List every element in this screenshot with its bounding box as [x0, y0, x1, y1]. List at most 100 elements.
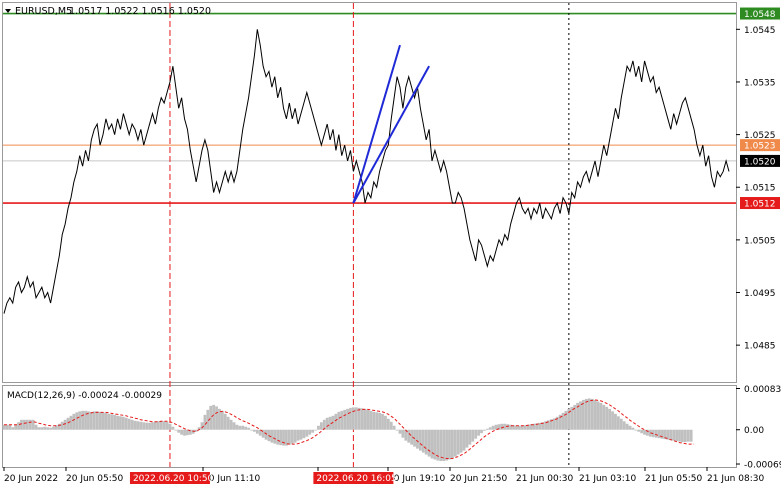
- macd-bar: [663, 429, 667, 440]
- macd-bar: [681, 429, 684, 443]
- macd-bar: [334, 413, 338, 430]
- macd-bar: [520, 425, 524, 430]
- macd-bar: [616, 416, 620, 430]
- macd-bar: [686, 429, 690, 442]
- macd-bar: [57, 423, 61, 430]
- macd-bar: [384, 415, 387, 430]
- macd-bar: [599, 402, 603, 430]
- level-price-tag: [740, 197, 780, 210]
- macd-bar: [113, 414, 117, 430]
- macd-bar: [541, 422, 545, 430]
- macd-bar: [471, 429, 475, 442]
- macd-bar: [407, 429, 411, 443]
- macd-bar: [11, 427, 15, 430]
- macd-bar: [308, 429, 312, 435]
- macd-bar: [232, 422, 236, 430]
- macd-bar: [558, 414, 562, 430]
- macd-bar: [430, 429, 434, 459]
- macd-bar: [20, 419, 23, 430]
- axis-labels: 1.0545 1.0535 1.0525 1.0515 1.0505 1.0495 1.04…: [4, 7, 781, 484]
- macd-bar: [104, 412, 108, 430]
- macd-bar: [209, 405, 213, 430]
- macd-bar: [174, 429, 178, 431]
- macd-bar: [165, 421, 169, 430]
- macd-bar: [465, 429, 469, 448]
- macd-bar: [657, 429, 661, 439]
- macd-bar: [625, 423, 629, 430]
- macd-bar: [287, 429, 291, 445]
- macd-bar: [212, 404, 216, 430]
- macd-bar: [290, 429, 294, 444]
- macd-tick-label: 0.00083: [744, 385, 781, 395]
- macd-bar: [509, 424, 513, 430]
- macd-bar: [151, 422, 154, 430]
- macd-bar: [206, 409, 210, 430]
- chart-menu-icon[interactable]: [5, 9, 11, 13]
- macd-bar: [538, 422, 542, 430]
- macd-bar: [678, 429, 681, 442]
- macd-bar: [337, 411, 341, 430]
- time-tick-label: 21 Jun 03:10: [579, 474, 636, 484]
- trend-line[interactable]: [352, 65, 430, 204]
- macd-bar: [634, 429, 638, 431]
- macd-bar: [619, 418, 623, 430]
- macd-bar: [139, 421, 143, 430]
- macd-bar: [255, 429, 259, 434]
- macd-bar: [582, 399, 585, 430]
- macd-bar: [43, 426, 47, 430]
- macd-bar: [404, 429, 408, 441]
- trend-lines: [352, 44, 430, 204]
- macd-bar: [567, 408, 571, 430]
- macd-bar: [119, 416, 122, 430]
- macd-bar: [363, 408, 367, 430]
- macd-bar: [314, 429, 317, 431]
- macd-bar: [282, 429, 285, 446]
- macd-bar: [421, 429, 425, 453]
- macd-bar: [188, 429, 192, 435]
- macd-bar: [121, 416, 125, 430]
- macd-bar: [646, 429, 649, 436]
- macd-bar: [235, 424, 239, 430]
- macd-bar: [689, 429, 693, 442]
- macd-bar: [92, 411, 96, 430]
- macd-panel-frame: [2, 385, 737, 468]
- macd-bar: [386, 418, 390, 430]
- macd-bar: [683, 429, 687, 443]
- macd-bar: [84, 410, 87, 430]
- macd-bar: [22, 419, 26, 430]
- macd-bar: [500, 423, 504, 430]
- macd-bar: [107, 413, 111, 430]
- macd-bar: [101, 412, 105, 430]
- macd-bar: [483, 429, 486, 431]
- trend-line[interactable]: [352, 44, 401, 204]
- macd-bar: [433, 429, 437, 460]
- macd-bar: [675, 429, 678, 442]
- macd-bar: [605, 406, 609, 430]
- price-tick-label: 1.0505: [744, 236, 776, 246]
- macd-bar: [576, 402, 579, 430]
- macd-bar: [52, 426, 55, 430]
- macd-bar: [424, 429, 428, 455]
- level-price-label: 1.0548: [744, 10, 776, 20]
- macd-bar: [145, 422, 149, 430]
- macd-bar: [523, 425, 527, 430]
- ohlc-label: 1.0517 1.0522 1.0516 1.0520: [69, 6, 211, 17]
- time-tick-label: 21 Jun 00:30: [516, 474, 573, 484]
- macd-bar: [549, 419, 553, 430]
- macd-bar: [215, 406, 218, 430]
- macd-bar: [218, 408, 221, 430]
- time-tick-label: 20 Jun 2022: [4, 474, 58, 484]
- macd-bar: [183, 429, 186, 436]
- macd-bar: [60, 421, 64, 430]
- macd-bar: [512, 425, 515, 430]
- event-marker-tag: [129, 472, 210, 484]
- macd-bar: [130, 419, 134, 430]
- macd-bar: [322, 419, 326, 430]
- time-tick-label: 20 Jun 21:50: [450, 474, 507, 484]
- level-price-label: 1.0512: [744, 200, 776, 210]
- macd-bar: [448, 429, 451, 460]
- macd-bar: [285, 429, 288, 446]
- macd-bar: [253, 429, 256, 432]
